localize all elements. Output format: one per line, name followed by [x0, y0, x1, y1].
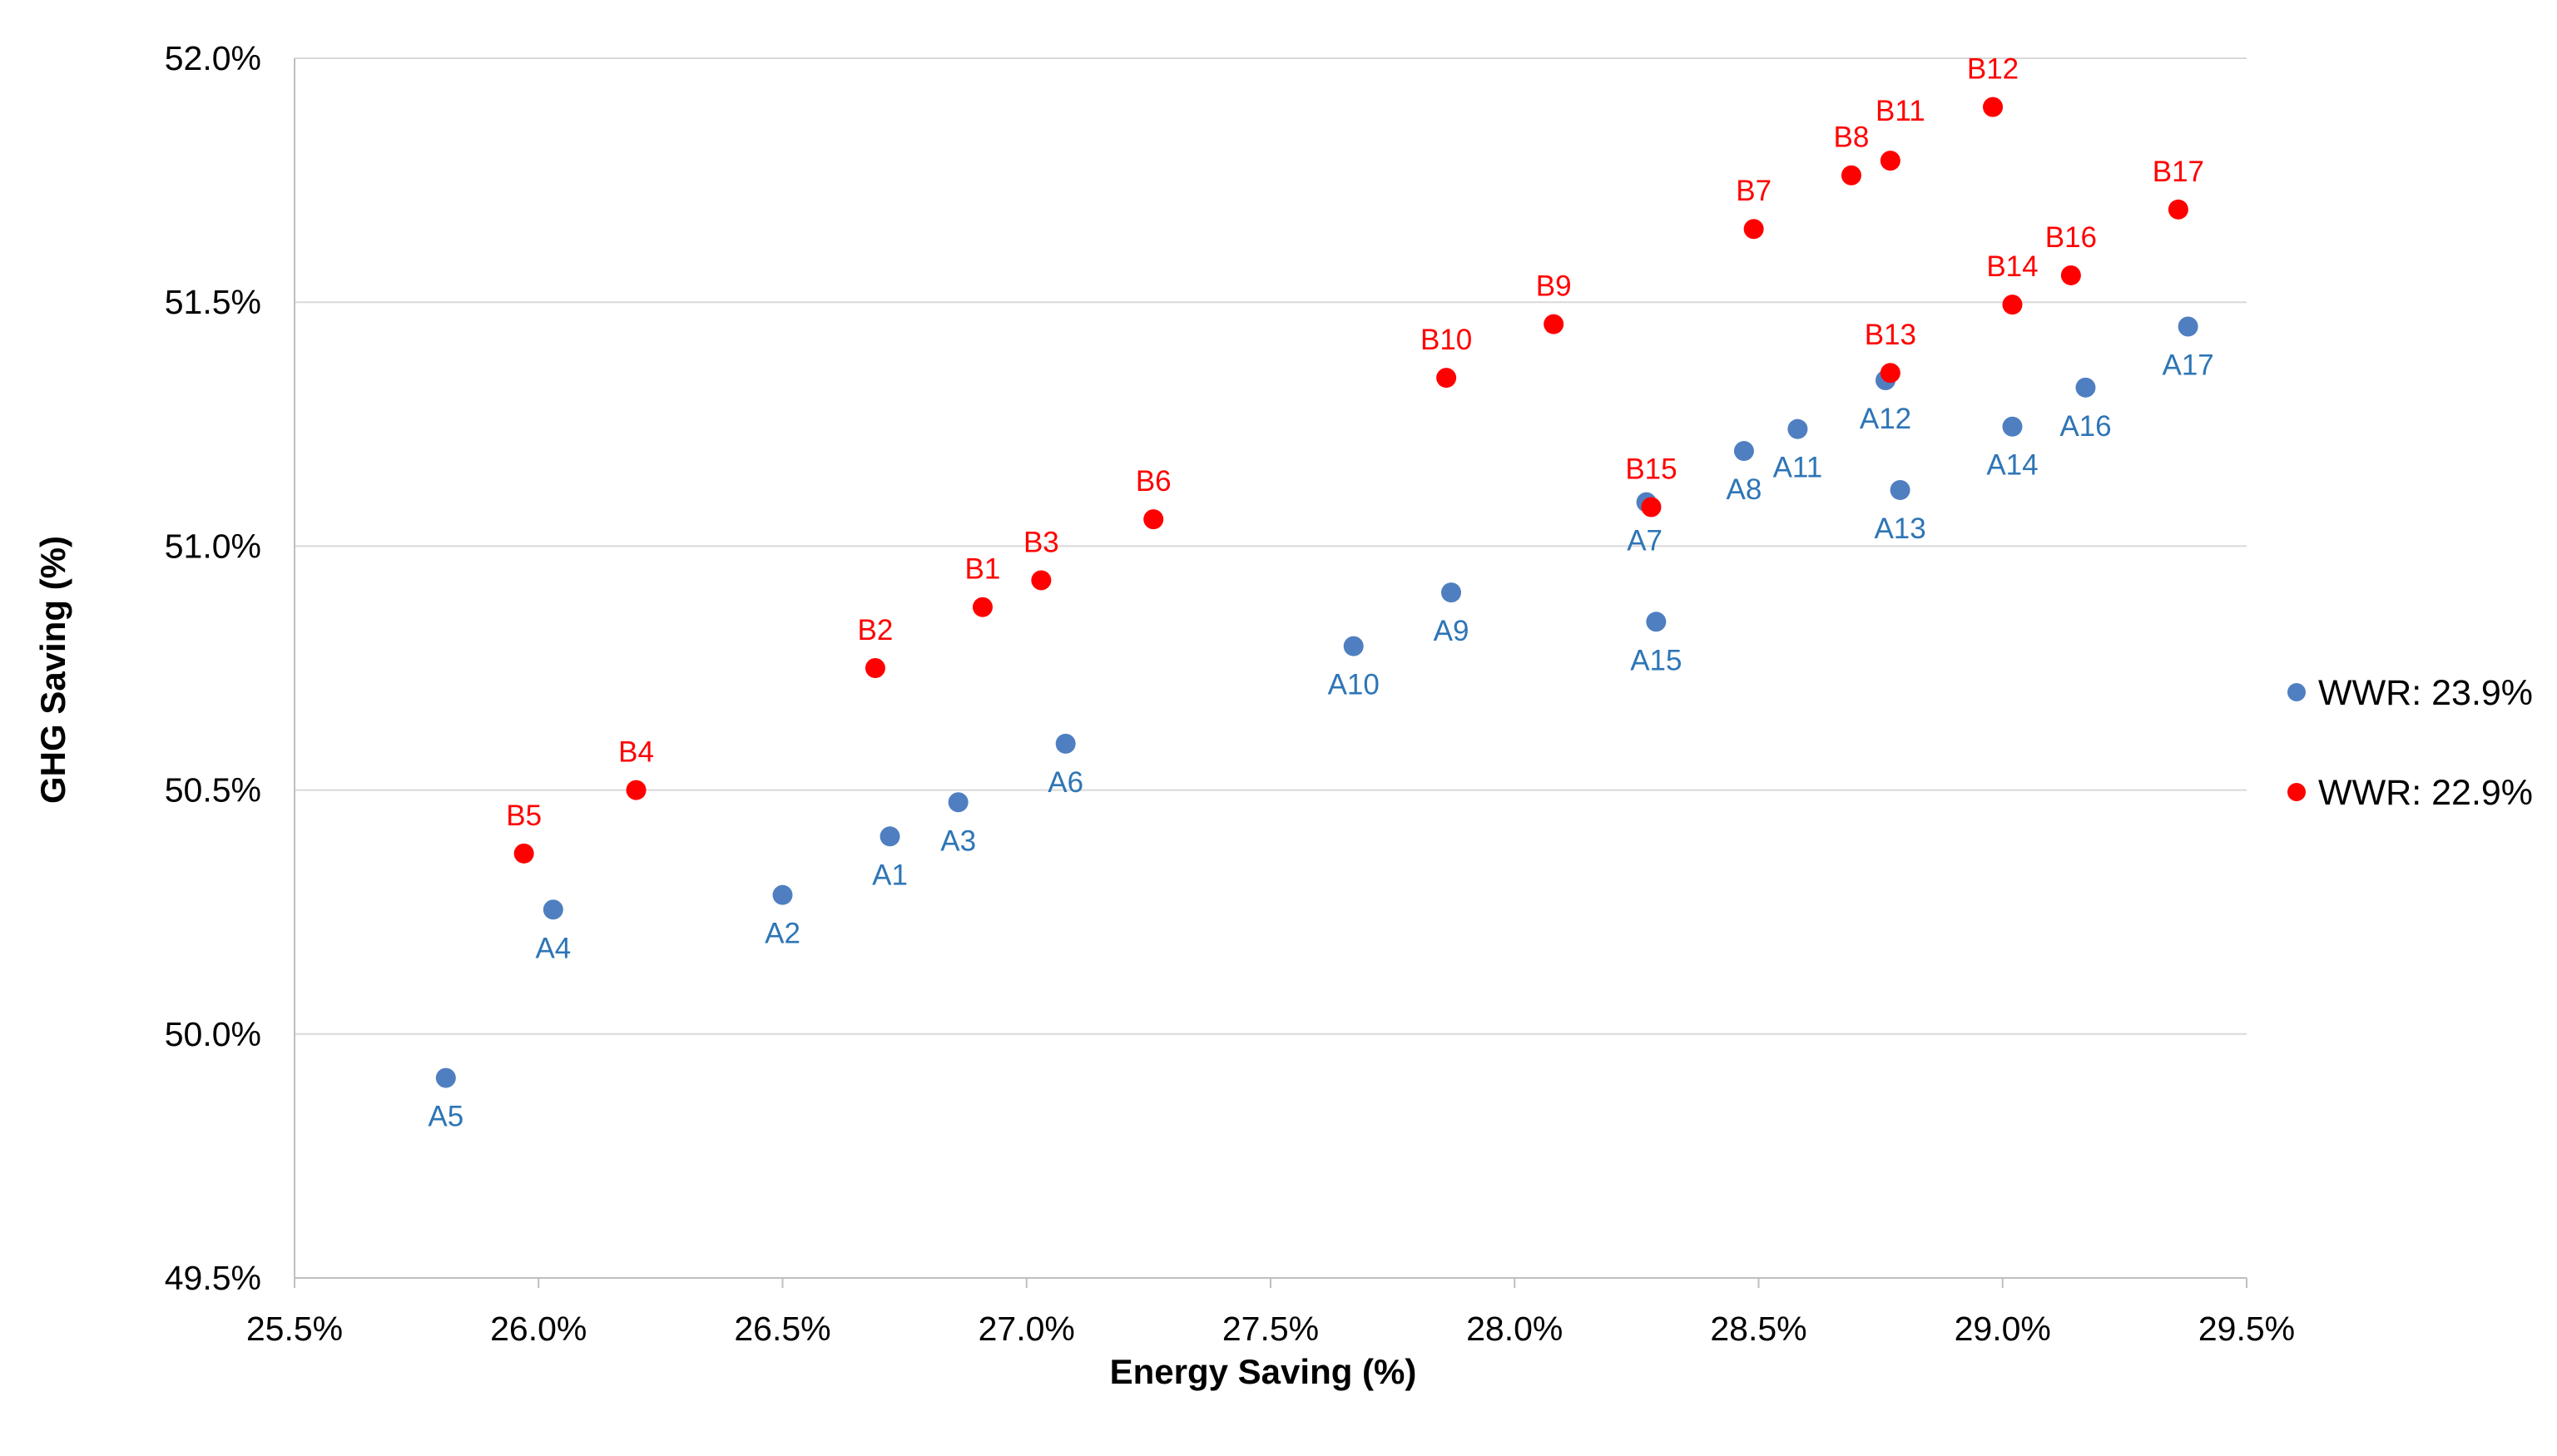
legend: WWR: 23.9% WWR: 22.9% — [2287, 673, 2533, 813]
point-label-b6: B6 — [1136, 465, 1172, 498]
point-label-a15: A15 — [1630, 644, 1682, 676]
data-point-a3 — [948, 792, 969, 813]
point-label-a7: A7 — [1627, 525, 1663, 557]
point-label-a16: A16 — [2059, 410, 2111, 443]
point-label-a6: A6 — [1048, 766, 1083, 799]
y-tick-label: 52.0% — [165, 39, 261, 77]
data-point-a17 — [2178, 316, 2198, 337]
point-label-b11: B11 — [1876, 95, 1925, 127]
data-point-b1 — [972, 597, 993, 617]
point-label-a5: A5 — [428, 1101, 463, 1133]
point-label-a2: A2 — [765, 918, 800, 950]
tick-labels: 49.5% 50.0% 50.5% 51.0% 51.5% 52.0% 25.5% 26.0%… — [165, 39, 2295, 1348]
legend-marker — [2287, 783, 2306, 801]
data-point-b9 — [1544, 314, 1564, 334]
data-point-b17 — [2168, 199, 2188, 220]
gridlines — [295, 57, 2247, 1035]
data-point-a16 — [2075, 377, 2096, 398]
data-point-a9 — [1441, 582, 1462, 603]
data-point-b10 — [1436, 368, 1457, 389]
x-tick-label: 26.5% — [734, 1310, 830, 1348]
data-point-b7 — [1743, 219, 1764, 240]
point-label-a1: A1 — [872, 859, 908, 891]
data-point-a14 — [2002, 416, 2023, 437]
data-point-a4 — [543, 899, 563, 920]
point-label-b14: B14 — [1986, 250, 2038, 283]
data-point-b3 — [1031, 570, 1052, 591]
point-label-b12: B12 — [1967, 53, 2019, 86]
data-point-b5 — [513, 843, 534, 864]
point-label-b17: B17 — [2153, 156, 2204, 188]
point-label-b16: B16 — [2045, 221, 2097, 254]
data-point-a13 — [1890, 479, 1910, 500]
data-point-b11 — [1880, 151, 1900, 171]
data-point-a2 — [772, 884, 793, 905]
data-points — [435, 97, 2198, 1088]
x-tick-label: 27.0% — [979, 1310, 1075, 1348]
x-axis-title: Energy Saving (%) — [1110, 1352, 1417, 1391]
y-tick-label: 50.0% — [165, 1015, 261, 1053]
data-point-b13 — [1880, 363, 1900, 384]
legend-marker — [2287, 683, 2306, 701]
legend-label: WWR: 23.9% — [2318, 673, 2533, 713]
x-tick-label: 28.5% — [1710, 1310, 1806, 1348]
data-point-a5 — [435, 1067, 456, 1088]
point-label-a10: A10 — [1328, 669, 1380, 701]
point-label-b4: B4 — [618, 736, 654, 769]
point-labels: A1 A2 A3 A4 A5 A6 A7 A8 A9 A10 A11 A12 A13 A14 A15 A16 A… — [428, 53, 2213, 1133]
y-tick-label: 49.5% — [165, 1259, 261, 1297]
y-axis-title: GHG Saving (%) — [33, 536, 72, 804]
point-label-b2: B2 — [858, 614, 894, 646]
point-label-b10: B10 — [1420, 324, 1472, 356]
x-tick-label: 29.0% — [1955, 1310, 2051, 1348]
axes — [294, 58, 2247, 1288]
point-label-a14: A14 — [1986, 449, 2038, 482]
data-point-b15 — [1641, 497, 1662, 518]
data-point-b6 — [1143, 509, 1164, 530]
data-point-b4 — [626, 780, 647, 800]
x-tick-label: 29.5% — [2198, 1310, 2295, 1348]
data-point-a11 — [1787, 418, 1808, 439]
point-label-b9: B9 — [1536, 270, 1572, 303]
data-point-b14 — [2002, 295, 2023, 315]
point-label-a8: A8 — [1726, 473, 1762, 506]
x-tick-label: 27.5% — [1222, 1310, 1319, 1348]
y-tick-label: 50.5% — [165, 771, 261, 810]
point-label-b15: B15 — [1625, 453, 1677, 485]
x-tick-label: 26.0% — [490, 1310, 587, 1348]
point-label-b5: B5 — [506, 800, 542, 832]
legend-label: WWR: 22.9% — [2318, 773, 2533, 813]
data-point-b16 — [2060, 265, 2081, 285]
data-point-a8 — [1733, 441, 1754, 462]
data-point-a6 — [1055, 733, 1076, 754]
point-label-a11: A11 — [1773, 452, 1823, 484]
point-label-a12: A12 — [1860, 403, 1911, 435]
point-label-b1: B1 — [965, 553, 1001, 586]
y-tick-label: 51.0% — [165, 527, 261, 565]
data-point-a15 — [1646, 612, 1667, 632]
data-point-b2 — [865, 658, 885, 678]
point-label-a17: A17 — [2162, 349, 2213, 382]
point-label-b7: B7 — [1736, 175, 1772, 207]
point-label-b3: B3 — [1023, 526, 1059, 558]
data-point-a1 — [880, 826, 900, 847]
y-tick-label: 51.5% — [165, 283, 261, 321]
x-tick-label: 28.0% — [1466, 1310, 1563, 1348]
point-label-b8: B8 — [1834, 121, 1870, 154]
point-label-a3: A3 — [940, 825, 976, 857]
x-tick-label: 25.5% — [246, 1310, 343, 1348]
point-label-b13: B13 — [1865, 319, 1916, 351]
point-label-a4: A4 — [535, 932, 571, 964]
data-point-a10 — [1343, 636, 1364, 656]
data-point-b8 — [1841, 165, 1861, 186]
point-label-a9: A9 — [1434, 615, 1469, 647]
data-point-b12 — [1983, 97, 2004, 117]
point-label-a13: A13 — [1874, 513, 1925, 545]
